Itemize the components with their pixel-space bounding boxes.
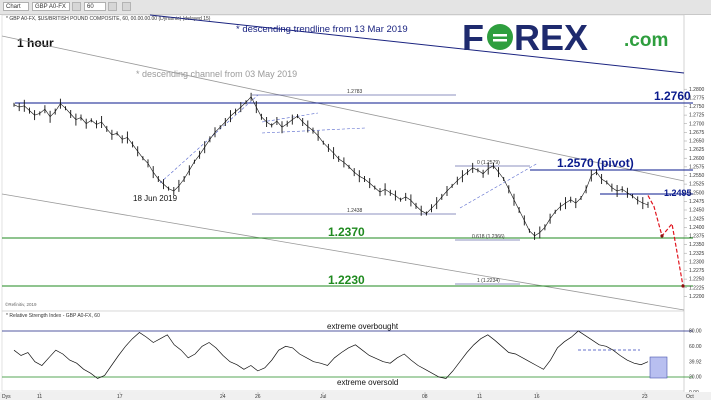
settings-button[interactable] (122, 2, 131, 11)
price-axis-label: 1.2250 (689, 277, 705, 283)
x-axis-label: 17 (117, 394, 123, 400)
flag-guide-lower (261, 127, 366, 134)
price-axis-label: 1.2525 (689, 182, 705, 188)
trendline-annotation: * descending trendline from 13 Mar 2019 (236, 24, 408, 35)
copyright-label: ©Refinitiv, 2019 (5, 301, 37, 307)
symbol-dropdown-button[interactable] (72, 2, 81, 11)
x-axis-label: Jul (320, 394, 326, 400)
projection-path (647, 195, 684, 287)
channel-upper-line (1, 35, 685, 182)
price-axis-label: 1.2600 (689, 156, 705, 162)
price-series-group (13, 92, 649, 240)
price-axis-label: 1.2575 (689, 165, 705, 171)
channel-lower-line (1, 193, 685, 311)
fib-label-one: 1 (1.2234) (477, 278, 500, 284)
rsi-axis-label: 80.00 (689, 329, 702, 335)
date-annotation: 18 Jun 2019 (133, 194, 178, 203)
logo-o-bar-bottom (493, 39, 507, 42)
x-axis-label: 11 (37, 394, 42, 400)
x-axis-right-label: Oct (686, 394, 694, 400)
uptrend-guide-1 (159, 94, 259, 184)
projection-dot (660, 234, 664, 238)
price-axis-label: 1.2300 (689, 259, 705, 265)
level-label-1-2370: 1.2370 (328, 225, 365, 239)
price-axis-label: 1.2650 (689, 139, 705, 145)
rsi-title: * Relative Strength Index - GBP A0-FX, 6… (6, 313, 100, 319)
price-axis-label: 1.2800 (689, 87, 705, 93)
fib-label-1-2438: 1.2438 (347, 208, 363, 214)
x-axis-label: 11 (477, 394, 482, 400)
fib-label-0-618: 0.618 (1.2366) (472, 234, 505, 240)
x-axis-label: 26 (255, 394, 261, 400)
projection-dot (681, 284, 685, 288)
price-axis-label: 1.2225 (689, 285, 705, 291)
logo-o-icon (487, 24, 513, 50)
rsi-line (13, 330, 649, 379)
x-axis-label: 08 (422, 394, 428, 400)
fib-label-1-2783: 1.2783 (347, 89, 363, 95)
price-axis-label: 1.2625 (689, 147, 705, 153)
price-axis-label: 1.2700 (689, 121, 705, 127)
rsi-axis-label: 60.00 (689, 344, 702, 350)
price-axis: 1.2800 1.2775 1.2750 1.2725 1.2700 1.2675 1.26… (684, 87, 705, 300)
level-label-1-2760: 1.2760 (654, 89, 691, 103)
price-axis-label: 1.2425 (689, 216, 705, 222)
x-axis-label: 16 (534, 394, 540, 400)
price-axis-label: 1.2375 (689, 234, 705, 240)
price-axis-label: 1.2275 (689, 268, 705, 274)
price-axis-label: 1.2450 (689, 208, 705, 214)
descending-trendline (149, 14, 685, 74)
logo-text-f: F (462, 17, 484, 58)
uptrend-guide-2 (459, 162, 539, 209)
symbol-header: * GBP A0-FX, $US/BRITISH POUND COMPOSITE… (6, 16, 211, 22)
price-axis-label: 1.2350 (689, 242, 705, 248)
price-axis-label: 1.2325 (689, 251, 705, 257)
level-label-1-2230: 1.2230 (328, 273, 365, 287)
price-line (13, 96, 649, 237)
x-axis-label: 23 (642, 394, 648, 400)
chart-toolbar: Chart GBP A0-FX 60 (0, 0, 711, 15)
logo-text-rex: REX (514, 17, 588, 58)
channel-annotation: * descending channel from 03 May 2019 (136, 69, 297, 79)
price-axis-label: 1.2775 (689, 95, 705, 101)
symbol-field[interactable]: GBP A0-FX (32, 2, 70, 11)
price-axis-label: 1.2725 (689, 113, 705, 119)
rsi-target-box (649, 356, 668, 379)
x-axis-strip (0, 392, 711, 400)
level-label-1-2495: 1.2495 (664, 188, 692, 198)
logo-o-bar-top (493, 34, 507, 37)
rsi-overbought-label: extreme overbought (327, 322, 399, 331)
price-axis-label: 1.2550 (689, 173, 705, 179)
forex-logo: F REX .com (462, 17, 668, 58)
x-axis-label: 24 (220, 394, 226, 400)
rsi-axis-label: 20.00 (689, 375, 702, 381)
interval-field[interactable]: 60 (84, 2, 106, 11)
interval-dropdown-button[interactable] (108, 2, 117, 11)
x-axis: 11 17 24 26 Jul 08 11 16 23 (37, 392, 648, 400)
level-label-1-2570: 1.2570 (pivot) (557, 156, 634, 170)
flag-guide-upper (261, 112, 319, 123)
price-axis-label: 1.2500 (689, 190, 705, 196)
price-axis-label: 1.2475 (689, 199, 705, 205)
window-label[interactable]: Chart (3, 2, 29, 11)
rsi-axis-label: 39.92 (689, 359, 702, 365)
projection-markers (660, 234, 685, 288)
logo-text-com: .com (624, 30, 668, 51)
price-axis-label: 1.2400 (689, 225, 705, 231)
rsi-oversold-label: extreme oversold (337, 378, 398, 387)
x-axis-left-label: Dys (2, 394, 11, 400)
price-axis-label: 1.2750 (689, 104, 705, 110)
price-axis-label: 1.2200 (689, 294, 705, 300)
price-axis-label: 1.2675 (689, 130, 705, 136)
